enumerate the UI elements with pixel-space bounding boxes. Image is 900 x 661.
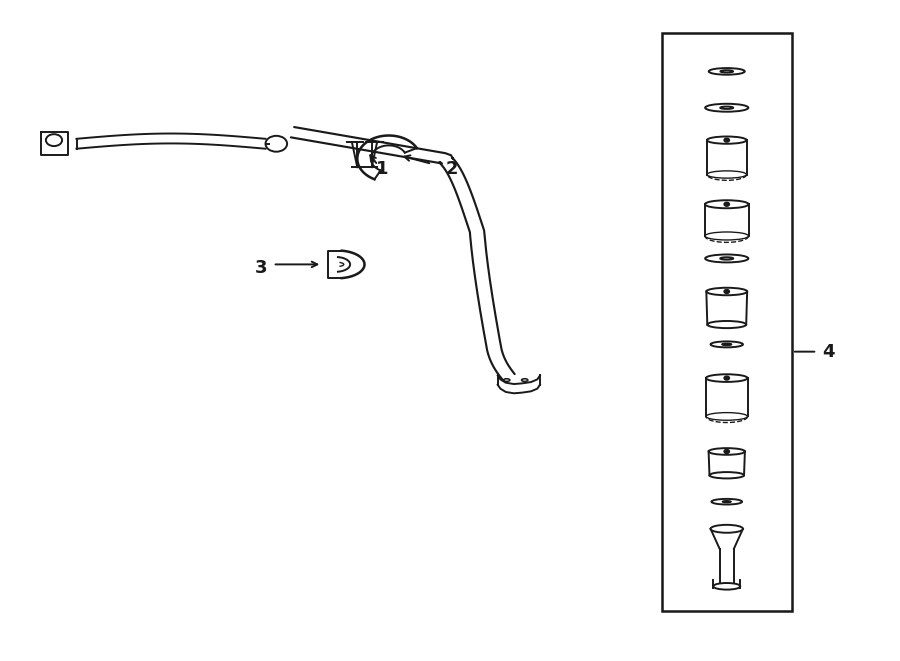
Bar bbox=[662, 33, 792, 611]
Ellipse shape bbox=[711, 499, 742, 504]
Ellipse shape bbox=[706, 104, 749, 112]
Ellipse shape bbox=[720, 257, 733, 260]
Ellipse shape bbox=[721, 70, 733, 73]
Circle shape bbox=[724, 202, 729, 206]
Ellipse shape bbox=[711, 342, 743, 348]
Circle shape bbox=[724, 449, 729, 453]
Ellipse shape bbox=[706, 374, 748, 382]
Ellipse shape bbox=[709, 472, 744, 479]
Circle shape bbox=[724, 290, 729, 293]
Text: 2: 2 bbox=[446, 159, 458, 178]
Ellipse shape bbox=[707, 137, 746, 144]
Ellipse shape bbox=[723, 501, 731, 502]
Ellipse shape bbox=[722, 344, 731, 345]
Ellipse shape bbox=[705, 200, 749, 208]
Ellipse shape bbox=[706, 412, 748, 420]
Ellipse shape bbox=[711, 525, 743, 533]
Ellipse shape bbox=[709, 68, 745, 75]
Ellipse shape bbox=[713, 583, 740, 590]
Ellipse shape bbox=[708, 448, 745, 455]
Ellipse shape bbox=[705, 232, 749, 240]
Text: 4: 4 bbox=[822, 342, 834, 361]
Text: 3: 3 bbox=[255, 258, 267, 277]
Ellipse shape bbox=[707, 171, 746, 178]
Ellipse shape bbox=[720, 106, 733, 109]
Ellipse shape bbox=[706, 254, 749, 262]
Circle shape bbox=[724, 138, 729, 142]
Text: 1: 1 bbox=[376, 159, 389, 178]
Ellipse shape bbox=[707, 321, 746, 328]
Ellipse shape bbox=[706, 288, 747, 295]
Circle shape bbox=[724, 376, 729, 380]
